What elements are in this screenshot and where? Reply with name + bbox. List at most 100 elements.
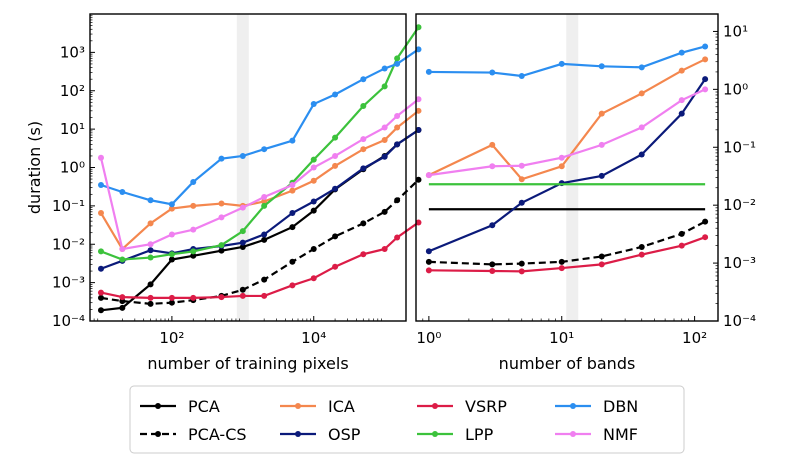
- plot-frame: [415, 13, 719, 322]
- data-point: [415, 126, 422, 133]
- data-point: [702, 76, 709, 83]
- legend-item-vsrp: VSRP: [417, 397, 507, 416]
- series-osp: [425, 76, 709, 255]
- data-point: [415, 176, 422, 183]
- data-point: [310, 101, 317, 108]
- data-point: [310, 156, 317, 163]
- data-point: [147, 300, 154, 307]
- data-point: [218, 200, 225, 207]
- data-point: [489, 222, 496, 229]
- y-tick-label: 10⁻³: [52, 274, 85, 292]
- data-point: [147, 220, 154, 227]
- x-tick-label: 10⁴: [301, 329, 326, 347]
- data-point: [558, 154, 565, 161]
- data-point: [289, 210, 296, 217]
- data-point: [381, 208, 388, 215]
- data-point: [261, 276, 268, 283]
- data-point: [360, 165, 367, 172]
- data-point: [558, 258, 565, 265]
- data-point: [360, 146, 367, 153]
- series-dbn: [425, 43, 709, 80]
- y-tick-label: 10³: [60, 43, 85, 61]
- data-point: [425, 258, 432, 265]
- data-point: [289, 258, 296, 265]
- data-point: [119, 188, 126, 195]
- data-point: [598, 253, 605, 260]
- data-point: [97, 307, 104, 314]
- legend-marker: [432, 431, 438, 437]
- data-point: [147, 294, 154, 301]
- series-pca: [97, 126, 422, 314]
- data-point: [332, 134, 339, 141]
- data-point: [119, 304, 126, 311]
- series-vsrp: [425, 234, 709, 275]
- legend-marker: [155, 431, 161, 437]
- data-point: [394, 197, 401, 204]
- data-point: [518, 199, 525, 206]
- data-point: [310, 207, 317, 214]
- data-point: [97, 154, 104, 161]
- data-point: [261, 146, 268, 153]
- series-line: [100, 109, 420, 251]
- data-point: [168, 231, 175, 238]
- data-point: [218, 155, 225, 162]
- legend-label: PCA-CS: [188, 425, 247, 444]
- legend-item-pca: PCA: [140, 397, 220, 416]
- data-point: [97, 210, 104, 217]
- data-point: [518, 176, 525, 183]
- data-point: [168, 201, 175, 208]
- data-point: [97, 265, 104, 272]
- legend-label: DBN: [603, 397, 638, 416]
- data-point: [190, 178, 197, 185]
- y-tick-label: 10²: [60, 82, 85, 100]
- legend-label: OSP: [328, 425, 361, 444]
- data-point: [289, 187, 296, 194]
- data-point: [425, 248, 432, 255]
- data-point: [518, 73, 525, 80]
- data-point: [425, 267, 432, 274]
- data-point: [261, 202, 268, 209]
- y-tick-label: 10⁻³: [723, 254, 756, 272]
- data-point: [261, 292, 268, 299]
- series-line: [428, 236, 706, 273]
- data-point: [190, 248, 197, 255]
- data-point: [415, 219, 422, 226]
- data-point: [147, 241, 154, 248]
- data-point: [218, 242, 225, 249]
- data-point: [415, 96, 422, 103]
- data-point: [332, 152, 339, 159]
- series-nmf: [97, 96, 422, 253]
- legend-marker: [155, 403, 161, 409]
- data-point: [239, 152, 246, 159]
- data-point: [310, 198, 317, 205]
- x-tick-label: 10²: [682, 329, 707, 347]
- data-point: [425, 172, 432, 179]
- data-point: [218, 294, 225, 301]
- data-point: [394, 55, 401, 62]
- legend-item-osp: OSP: [280, 425, 361, 444]
- legend-marker: [432, 403, 438, 409]
- data-point: [168, 205, 175, 212]
- y-tick-label: 10⁻¹: [52, 197, 85, 215]
- data-point: [598, 63, 605, 70]
- y-tick-label: 10⁻⁴: [723, 312, 756, 330]
- data-point: [558, 265, 565, 272]
- data-point: [598, 261, 605, 268]
- highlight-band: [236, 14, 249, 321]
- data-point: [638, 151, 645, 158]
- legend-marker: [570, 403, 576, 409]
- legend-label: NMF: [603, 425, 638, 444]
- data-point: [702, 43, 709, 50]
- data-point: [332, 91, 339, 98]
- legend-item-ica: ICA: [280, 397, 355, 416]
- data-point: [119, 246, 126, 253]
- legend-marker: [295, 431, 301, 437]
- data-point: [394, 124, 401, 131]
- series-ica: [97, 107, 422, 253]
- plot-frame: [89, 13, 407, 322]
- data-point: [310, 177, 317, 184]
- data-point: [190, 202, 197, 209]
- data-point: [168, 251, 175, 258]
- y-tick-label: 10⁻²: [723, 196, 756, 214]
- data-point: [415, 46, 422, 53]
